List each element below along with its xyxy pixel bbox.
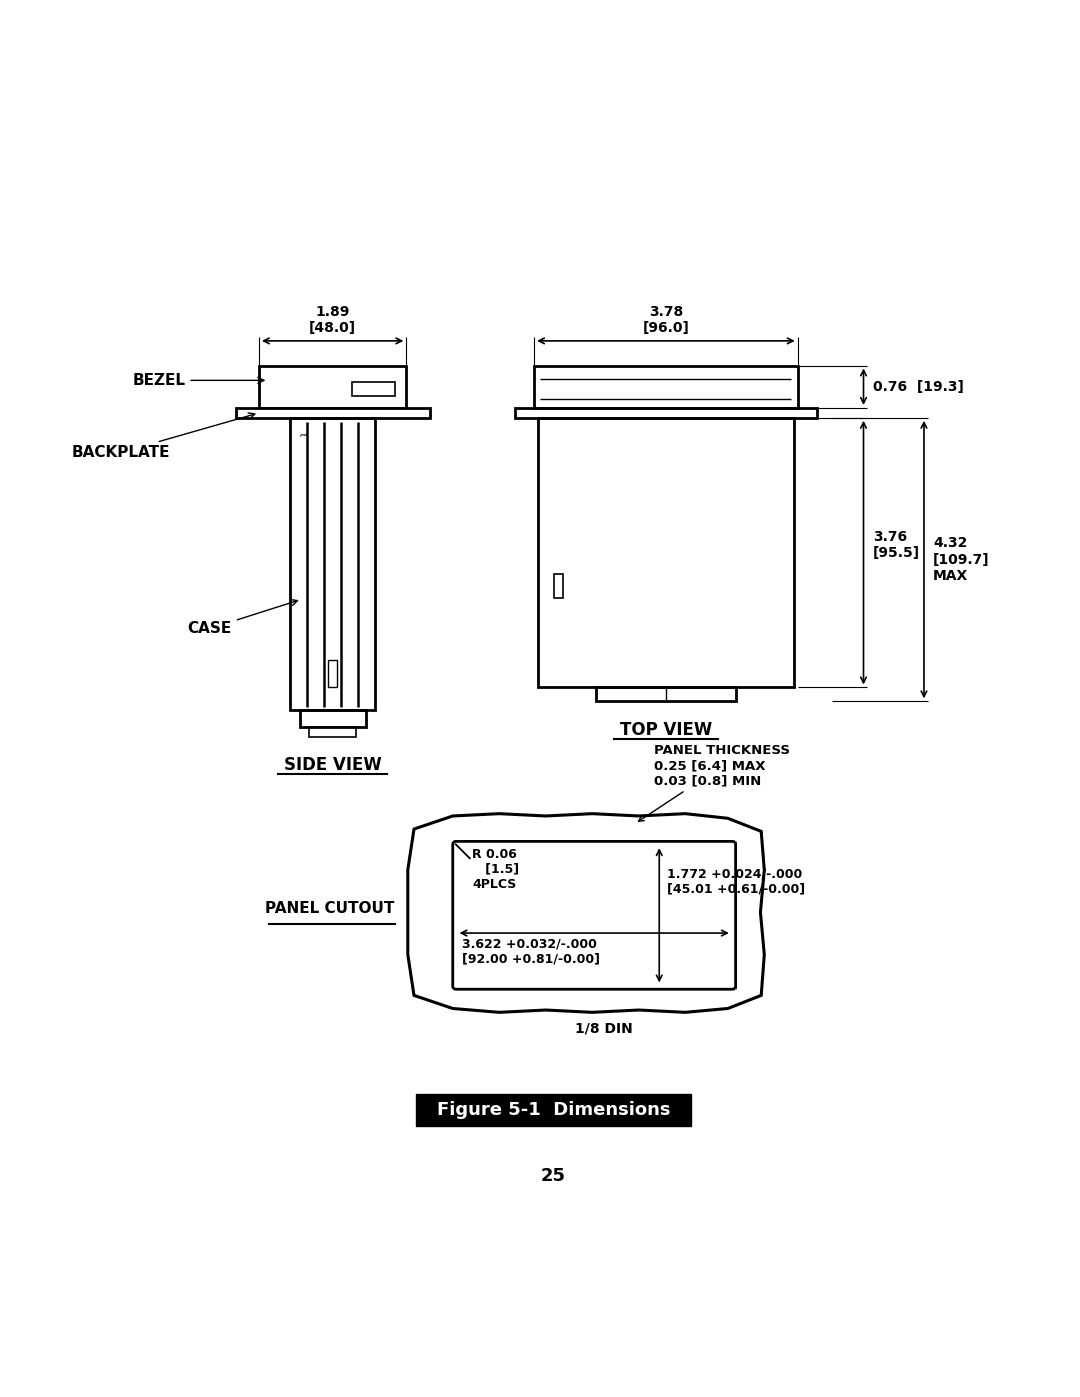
Bar: [291, 418, 375, 711]
Text: PANEL THICKNESS
0.25 [6.4] MAX
0.03 [0.8] MIN: PANEL THICKNESS 0.25 [6.4] MAX 0.03 [0.8…: [638, 745, 791, 821]
Text: PANEL CUTOUT: PANEL CUTOUT: [266, 901, 394, 916]
Text: TOP VIEW: TOP VIEW: [620, 721, 712, 739]
Text: 1.89
[48.0]: 1.89 [48.0]: [309, 305, 356, 335]
FancyBboxPatch shape: [453, 841, 735, 989]
Bar: [554, 574, 563, 598]
Text: R 0.06
   [1.5]
4PLCS: R 0.06 [1.5] 4PLCS: [472, 848, 519, 890]
Text: 25: 25: [541, 1166, 566, 1185]
Bar: [299, 711, 365, 728]
Text: Figure 5-1  Dimensions: Figure 5-1 Dimensions: [436, 1101, 671, 1119]
Bar: [416, 1094, 691, 1126]
Bar: [259, 366, 406, 408]
Bar: [235, 408, 430, 418]
Text: 3.622 +0.032/-.000
[92.00 +0.81/-0.00]: 3.622 +0.032/-.000 [92.00 +0.81/-0.00]: [462, 937, 600, 965]
Text: BACKPLATE: BACKPLATE: [71, 414, 255, 460]
Bar: [309, 728, 356, 736]
Text: ~: ~: [297, 427, 311, 443]
Bar: [328, 661, 337, 687]
Text: SIDE VIEW: SIDE VIEW: [284, 756, 381, 774]
Text: 4.32
[109.7]
MAX: 4.32 [109.7] MAX: [933, 536, 990, 583]
Text: 0.76  [19.3]: 0.76 [19.3]: [873, 380, 963, 394]
Bar: [515, 408, 816, 418]
Bar: [538, 418, 794, 687]
Text: 3.78
[96.0]: 3.78 [96.0]: [643, 305, 689, 335]
Text: 3.76
[95.5]: 3.76 [95.5]: [873, 529, 920, 560]
Bar: [595, 687, 737, 701]
Text: 1/8 DIN: 1/8 DIN: [575, 1021, 633, 1035]
Text: BEZEL: BEZEL: [133, 373, 264, 388]
Bar: [535, 366, 798, 408]
Text: CASE: CASE: [188, 599, 297, 636]
Bar: [352, 383, 394, 397]
Text: 1.772 +0.024/-.000
[45.01 +0.61/-0.00]: 1.772 +0.024/-.000 [45.01 +0.61/-0.00]: [667, 868, 805, 895]
